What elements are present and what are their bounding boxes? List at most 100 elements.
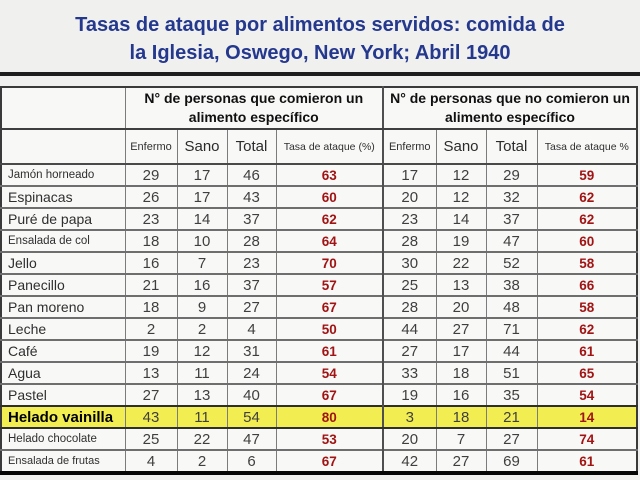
food-label: Pastel	[0, 383, 126, 407]
ate-tasa-cell: 62	[275, 207, 384, 231]
food-label: Ensalada de frutas	[0, 449, 126, 474]
food-label: Pan moreno	[0, 295, 126, 319]
no-total-cell: 27	[485, 427, 538, 451]
ate-total-cell: 31	[226, 339, 277, 363]
table-row: Espinacas 26 17 43 60 20 12 32 62	[0, 185, 638, 209]
ate-tasa-cell: 70	[275, 251, 384, 275]
col-header-ate-total: Total	[226, 128, 277, 165]
ate-total-cell: 37	[226, 273, 277, 297]
table-row: Puré de papa 23 14 37 62 23 14 37 62	[0, 207, 638, 231]
food-label: Café	[0, 339, 126, 363]
no-total-cell: 52	[485, 251, 538, 275]
ate-sano-cell: 14	[176, 207, 228, 231]
table-row: Café 19 12 31 61 27 17 44 61	[0, 339, 638, 363]
blank-corner-cell	[0, 128, 126, 165]
no-tasa-cell: 65	[536, 361, 638, 385]
no-total-cell: 48	[485, 295, 538, 319]
no-tasa-cell: 62	[536, 185, 638, 209]
ate-enfermo-cell: 29	[124, 163, 178, 187]
no-sano-cell: 17	[435, 339, 487, 363]
table-row: Pastel 27 13 40 67 19 16 35 54	[0, 383, 638, 407]
group-header-row: N° de personas que comieron un alimento …	[0, 86, 638, 130]
table-row: Ensalada de col 18 10 28 64 28 19 47 60	[0, 229, 638, 253]
no-total-cell: 38	[485, 273, 538, 297]
no-total-cell: 51	[485, 361, 538, 385]
table-row: Helado chocolate 25 22 47 53 20 7 27 74	[0, 427, 638, 451]
col-header-no-tasa: Tasa de ataque %	[536, 128, 638, 165]
ate-total-cell: 24	[226, 361, 277, 385]
group-header-did-not-eat: N° de personas que no comieron un alimen…	[382, 86, 638, 130]
ate-tasa-cell: 63	[275, 163, 384, 187]
ate-total-cell: 40	[226, 383, 277, 407]
col-header-ate-sano: Sano	[176, 128, 228, 165]
no-sano-cell: 13	[435, 273, 487, 297]
food-label: Puré de papa	[0, 207, 126, 231]
no-enfermo-cell: 20	[382, 185, 437, 209]
no-sano-cell: 12	[435, 163, 487, 187]
ate-sano-cell: 22	[176, 427, 228, 451]
ate-sano-cell: 11	[176, 361, 228, 385]
no-tasa-cell: 62	[536, 317, 638, 341]
ate-sano-cell: 2	[176, 317, 228, 341]
ate-tasa-cell: 80	[275, 405, 384, 429]
no-total-cell: 37	[485, 207, 538, 231]
ate-tasa-cell: 61	[275, 339, 384, 363]
table-row: Pan moreno 18 9 27 67 28 20 48 58	[0, 295, 638, 319]
food-label: Leche	[0, 317, 126, 341]
no-sano-cell: 18	[435, 361, 487, 385]
ate-enfermo-cell: 25	[124, 427, 178, 451]
no-total-cell: 21	[485, 405, 538, 429]
table-row: Jello 16 7 23 70 30 22 52 58	[0, 251, 638, 275]
page-title: Tasas de ataque por alimentos servidos: …	[0, 0, 640, 67]
ate-tasa-cell: 67	[275, 295, 384, 319]
col-header-no-total: Total	[485, 128, 538, 165]
no-enfermo-cell: 25	[382, 273, 437, 297]
ate-tasa-cell: 67	[275, 383, 384, 407]
ate-enfermo-cell: 16	[124, 251, 178, 275]
ate-sano-cell: 10	[176, 229, 228, 253]
ate-sano-cell: 7	[176, 251, 228, 275]
no-enfermo-cell: 19	[382, 383, 437, 407]
food-label: Espinacas	[0, 185, 126, 209]
ate-tasa-cell: 60	[275, 185, 384, 209]
table-row: Jamón horneado 29 17 46 63 17 12 29 59	[0, 163, 638, 187]
no-enfermo-cell: 17	[382, 163, 437, 187]
no-enfermo-cell: 44	[382, 317, 437, 341]
no-enfermo-cell: 42	[382, 449, 437, 474]
no-tasa-cell: 74	[536, 427, 638, 451]
page-title-line-1: Tasas de ataque por alimentos servidos: …	[75, 14, 565, 36]
ate-enfermo-cell: 23	[124, 207, 178, 231]
ate-enfermo-cell: 43	[124, 405, 178, 429]
no-tasa-cell: 58	[536, 251, 638, 275]
no-sano-cell: 12	[435, 185, 487, 209]
no-sano-cell: 27	[435, 449, 487, 474]
no-total-cell: 69	[485, 449, 538, 474]
no-tasa-cell: 54	[536, 383, 638, 407]
ate-tasa-cell: 67	[275, 449, 384, 474]
ate-enfermo-cell: 26	[124, 185, 178, 209]
ate-enfermo-cell: 18	[124, 229, 178, 253]
ate-tasa-cell: 64	[275, 229, 384, 253]
ate-enfermo-cell: 2	[124, 317, 178, 341]
food-label: Agua	[0, 361, 126, 385]
ate-sano-cell: 11	[176, 405, 228, 429]
no-enfermo-cell: 3	[382, 405, 437, 429]
no-tasa-cell: 60	[536, 229, 638, 253]
table-row: Leche 2 2 4 50 44 27 71 62	[0, 317, 638, 341]
title-divider	[0, 72, 640, 76]
ate-total-cell: 43	[226, 185, 277, 209]
ate-total-cell: 28	[226, 229, 277, 253]
no-sano-cell: 18	[435, 405, 487, 429]
no-tasa-cell: 61	[536, 449, 638, 474]
ate-sano-cell: 17	[176, 185, 228, 209]
no-tasa-cell: 62	[536, 207, 638, 231]
food-label: Helado vainilla	[0, 405, 126, 429]
ate-sano-cell: 12	[176, 339, 228, 363]
food-label: Jamón horneado	[0, 163, 126, 187]
table-row: Panecillo 21 16 37 57 25 13 38 66	[0, 273, 638, 297]
ate-enfermo-cell: 4	[124, 449, 178, 474]
column-header-row: Enfermo Sano Total Tasa de ataque (%) En…	[0, 128, 638, 165]
no-total-cell: 44	[485, 339, 538, 363]
ate-enfermo-cell: 19	[124, 339, 178, 363]
